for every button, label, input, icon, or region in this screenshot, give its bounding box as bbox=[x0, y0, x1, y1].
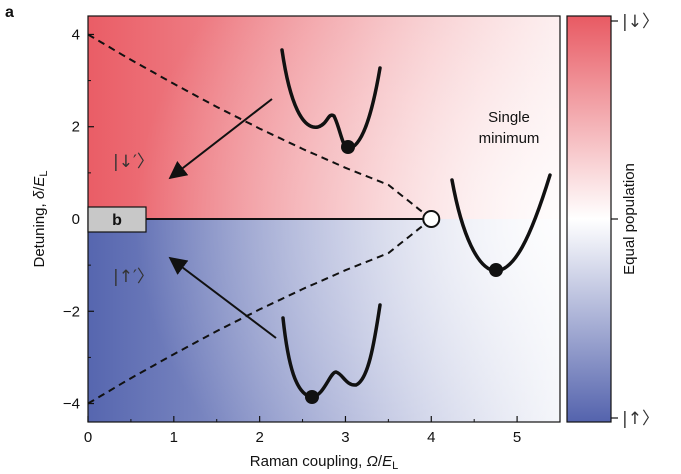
y-tick-label: 4 bbox=[72, 26, 80, 43]
upper-phase-boundary bbox=[87, 33, 432, 220]
y-tick-label: 2 bbox=[72, 119, 80, 136]
state-up-label: |↑′〉 bbox=[113, 267, 154, 287]
lower-phase-boundary bbox=[87, 218, 432, 405]
annotation-line1: Single bbox=[488, 109, 530, 126]
y-axis-label: Detuning, δ/EL bbox=[31, 170, 50, 267]
x-tick-label: 1 bbox=[170, 429, 178, 446]
x-ticks: 0 1 2 3 4 5 bbox=[84, 416, 521, 446]
y-tick-label: 0 bbox=[72, 211, 80, 228]
x-tick-label: 3 bbox=[341, 429, 349, 446]
colorbar-top-label: |↓〉 bbox=[622, 12, 659, 32]
colorbar-bottom-label: |↑〉 bbox=[622, 409, 659, 429]
x-axis-label: Raman coupling, Ω/EL bbox=[250, 453, 398, 472]
panel-label: a bbox=[5, 4, 14, 21]
y-tick-label: −2 bbox=[63, 303, 80, 320]
inset-b-label: b bbox=[87, 206, 147, 233]
arrow-lower bbox=[168, 256, 277, 339]
critical-point bbox=[422, 210, 441, 228]
colorbar: |↓〉 |↑〉 Equal population bbox=[566, 12, 659, 429]
single-well bbox=[450, 173, 552, 277]
x-tick-label: 5 bbox=[513, 429, 521, 446]
arrow-upper bbox=[168, 98, 273, 180]
colorbar-gradient bbox=[566, 15, 612, 423]
x-tick-label: 4 bbox=[427, 429, 435, 446]
x-tick-label: 2 bbox=[255, 429, 263, 446]
annotation-line2: minimum bbox=[479, 130, 540, 147]
y-ticks: 4 2 0 −2 −4 bbox=[63, 26, 94, 413]
state-down-label: |↓′〉 bbox=[113, 152, 154, 172]
double-well-lower bbox=[281, 303, 382, 404]
double-well-upper bbox=[280, 48, 382, 154]
svg-text:b: b bbox=[112, 212, 122, 229]
colorbar-label: Equal population bbox=[621, 163, 638, 275]
x-tick-label: 0 bbox=[84, 429, 92, 446]
y-tick-label: −4 bbox=[63, 396, 80, 413]
